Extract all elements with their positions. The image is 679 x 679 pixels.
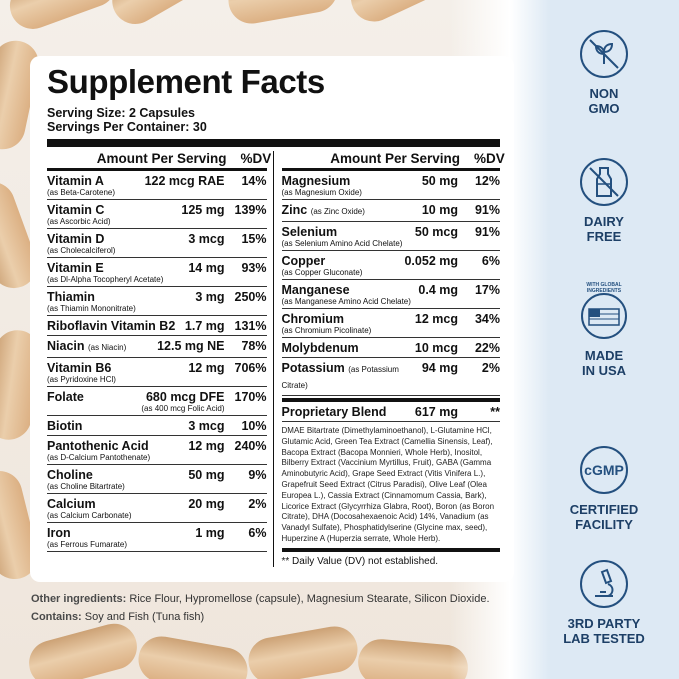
made-in-usa-badge: WITH GLOBAL INGREDIENTS MADE IN USA — [580, 282, 628, 378]
left-column: Amount Per Serving %DV Vitamin A (as Beta… — [47, 151, 274, 567]
non-gmo-badge: NON GMO — [544, 30, 664, 116]
nutrient-row: Chromium (as Chromium Picolinate) 12 mcg 34… — [281, 309, 500, 338]
microscope-icon — [580, 560, 628, 608]
cgmp-icon: cGMP — [580, 446, 628, 494]
no-gmo-icon — [580, 30, 628, 78]
supplement-facts-panel: Supplement Facts Serving Size: 2 Capsule… — [30, 56, 514, 582]
serving-size: Serving Size: 2 Capsules — [47, 106, 195, 120]
nutrient-row: Vitamin B6 (as Pyridoxine HCl) 12 mg 706% — [47, 358, 267, 387]
servings-per-container: Servings Per Container: 30 — [47, 120, 207, 134]
lab-tested-badge: 3RD PARTY LAB TESTED — [544, 560, 664, 646]
right-column: Amount Per Serving %DV Magnesium (as Magn… — [274, 151, 505, 567]
nutrient-row: Molybdenum 10 mcg 22% — [281, 338, 500, 358]
nutrient-row: Pantothenic Acid (as D-Calcium Pantothena… — [47, 436, 267, 465]
usa-globe-icon: WITH GLOBAL INGREDIENTS — [580, 282, 628, 340]
nutrient-row: Calcium (as Calcium Carbonate) 20 mg 2% — [47, 494, 267, 523]
nutrient-row: Choline (as Choline Bitartrate) 50 mg 9% — [47, 465, 267, 494]
dv-footnote: ** Daily Value (DV) not established. — [281, 555, 439, 567]
nutrient-row: Folate 680 mcg DFE (as 400 mcg Folic Acid)… — [47, 387, 267, 416]
divider — [47, 139, 500, 147]
dairy-free-badge: DAIRY FREE — [544, 158, 664, 244]
certified-facility-badge: cGMP CERTIFIED FACILITY — [544, 446, 664, 532]
nutrient-row: Iron (as Ferrous Fumarate) 1 mg 6% — [47, 523, 267, 552]
nutrient-row: Vitamin A (as Beta-Carotene) 122 mcg RAE 14… — [47, 171, 267, 200]
nutrient-row: Vitamin E (as Dl-Alpha Tocopheryl Acetate… — [47, 258, 267, 287]
nutrient-row: Copper (as Copper Gluconate) 0.052 mg 6% — [281, 251, 500, 280]
nutrient-row: Biotin 3 mcg 10% — [47, 416, 267, 436]
nutrient-row: Riboflavin Vitamin B2 1.7 mg 131% — [47, 316, 267, 336]
nutrient-row: Thiamin (as Thiamin Mononitrate) 3 mg 250% — [47, 287, 267, 316]
nutrient-row: Magnesium (as Magnesium Oxide) 50 mg 12% — [281, 171, 500, 200]
milk-bottle-icon — [580, 158, 628, 206]
nutrient-row: Vitamin C (as Ascorbic Acid) 125 mg 139% — [47, 200, 267, 229]
nutrient-row: Zinc (as Zinc Oxide) 10 mg 91% — [281, 200, 500, 222]
column-header: Amount Per Serving %DV — [47, 151, 271, 171]
nutrient-row: Selenium (as Selenium Amino Acid Chelate)… — [281, 222, 500, 251]
serving-info: Serving Size: 2 Capsules Servings Per Co… — [47, 106, 500, 134]
proprietary-blend-row: Proprietary Blend 617 mg ** — [281, 398, 500, 422]
other-ingredients: Other ingredients: Rice Flour, Hypromell… — [31, 593, 490, 623]
column-header: Amount Per Serving %DV — [281, 151, 505, 171]
nutrient-row: Vitamin D (as Cholecalciferol) 3 mcg 15% — [47, 229, 267, 258]
blend-ingredients: DMAE Bitartrate (Dimethylaminoethanol), … — [281, 422, 500, 552]
nutrient-row: Potassium (as Potassium Citrate) 94 mg 2% — [281, 358, 500, 396]
nutrient-row: Manganese (as Manganese Amino Acid Chelat… — [281, 280, 500, 309]
panel-title: Supplement Facts — [47, 63, 325, 100]
nutrient-row: Niacin (as Niacin) 12.5 mg NE 78% — [47, 336, 267, 358]
